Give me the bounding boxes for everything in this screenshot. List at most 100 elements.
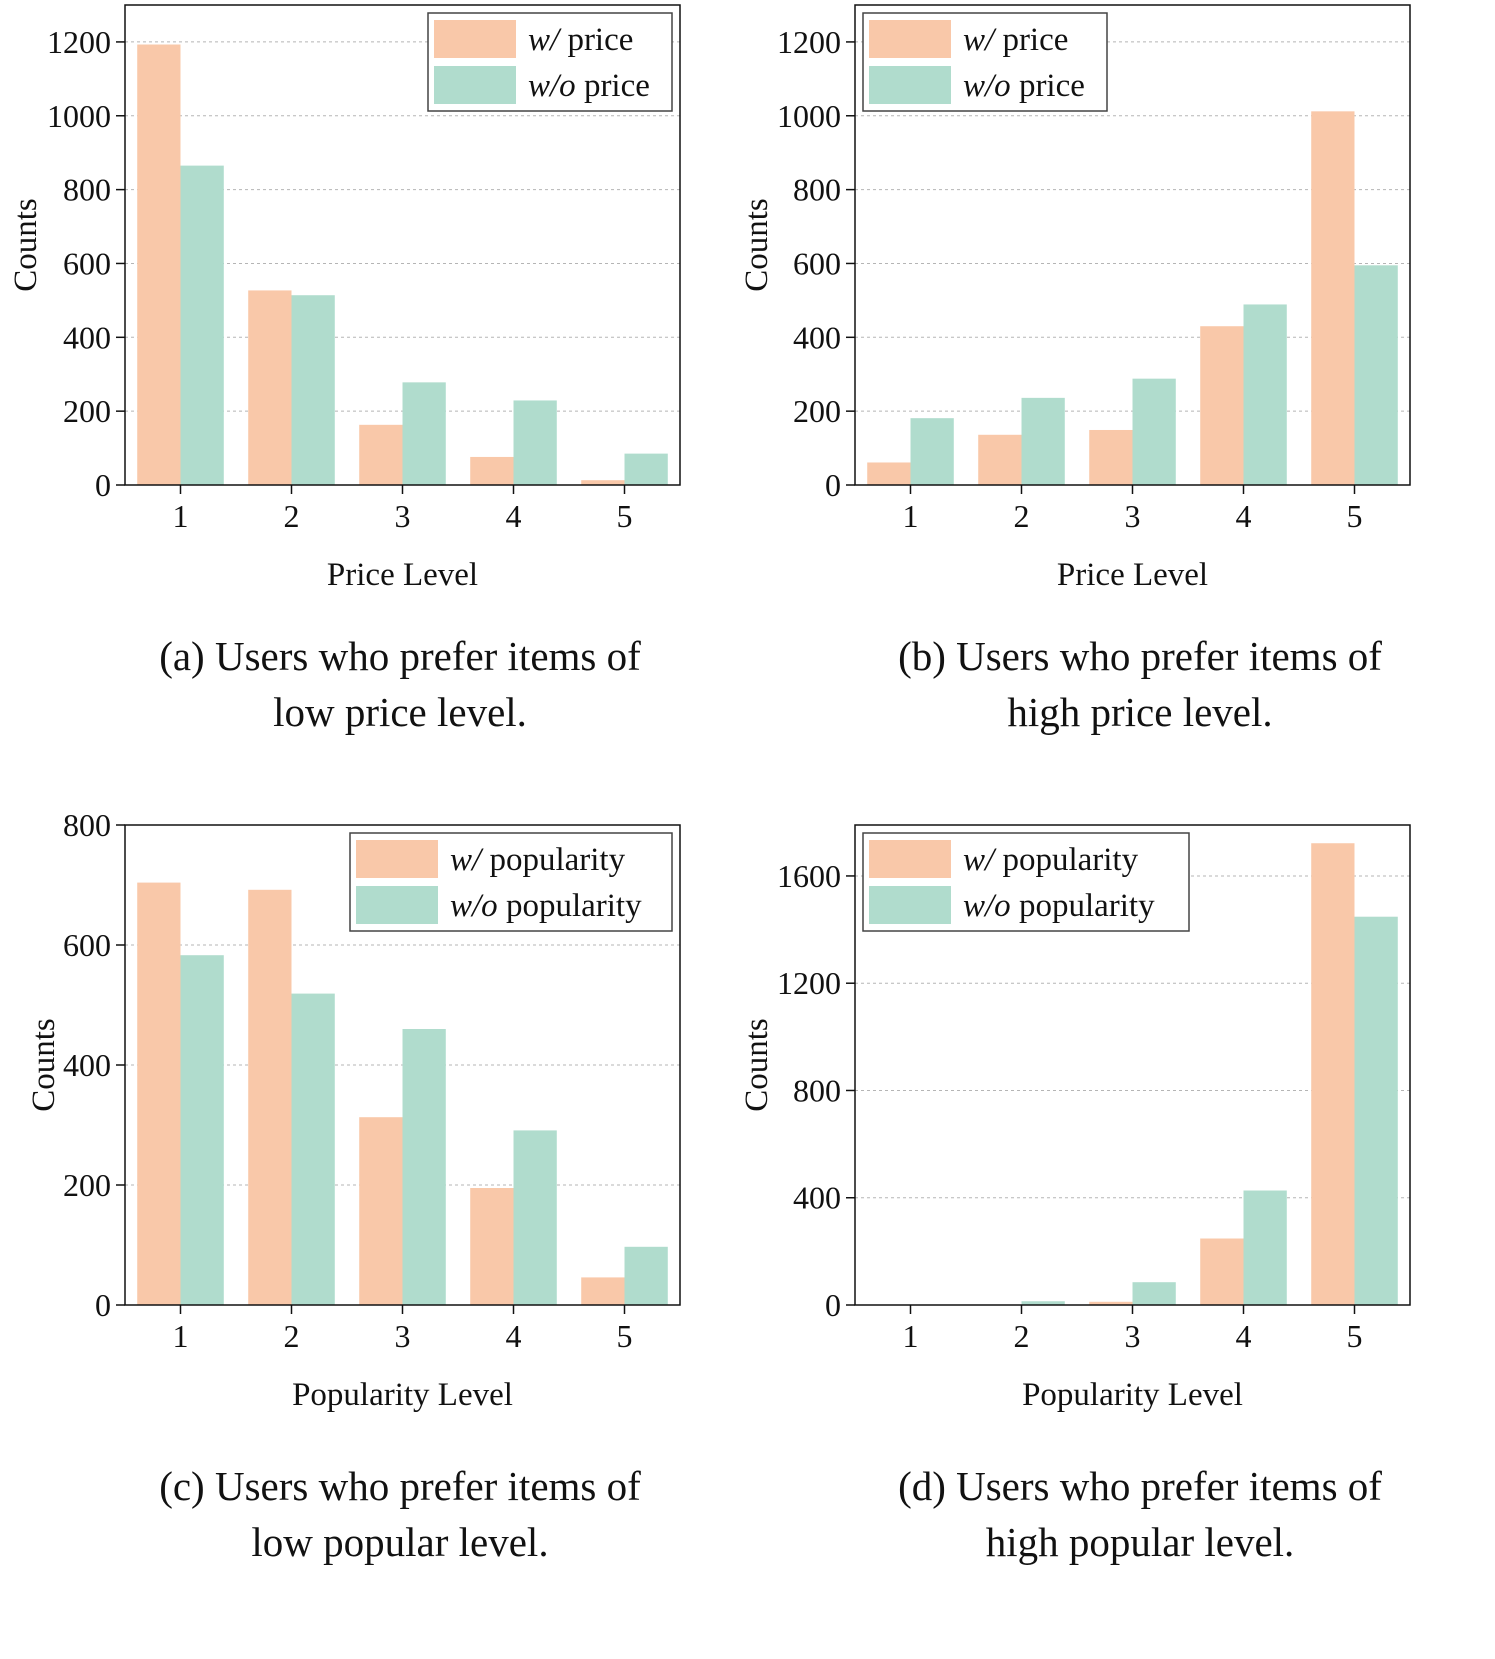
chart-c-legend-label-with: w/ popularity [450,842,626,878]
chart-b-bar-without-4 [1243,304,1287,485]
chart-a-legend: w/ price w/o price [427,12,673,112]
chart-a-legend-label-without: w/o price [528,68,650,104]
chart-d-frame [854,824,1411,1306]
chart-a-ytick-label: 200 [63,393,111,429]
chart-c-xlabel: Popularity Level [292,1377,513,1413]
chart-a-xtick-label: 5 [617,498,633,534]
chart-a-ytick-label: 800 [63,172,111,208]
caption-b: (b) Users who prefer items of high price… [780,628,1495,740]
chart-d-bar-without-4 [1243,1190,1287,1305]
chart-a-bar-without-1 [180,165,224,485]
chart-a-ytick-label: 0 [95,467,111,503]
chart-c-ytick-label: 400 [63,1047,111,1083]
chart-c-bar-with-3 [359,1117,403,1305]
chart-b-xtick-label: 5 [1347,498,1363,534]
chart-d-ytick-label: 400 [793,1180,841,1216]
chart-c-bar-without-5 [624,1246,668,1305]
chart-c-legend-label-without: w/o popularity [450,888,642,924]
chart-c-ytick-label: 200 [63,1167,111,1203]
panel-c: 0 200 400 600 800 1 2 3 4 5 Popularity Level Counts… [0,807,740,1440]
chart-c-bar-without-1 [180,955,224,1305]
chart-d-bar-without-5 [1354,916,1398,1305]
chart-a-bar-with-4 [470,456,514,485]
chart-d-bar-without-2 [1021,1301,1065,1305]
panel-a: 0 200 400 600 800 1000 1200 1 2 3 4 5 Price Level Cou… [0,0,740,620]
chart-b-legend-swatch-with [869,20,951,58]
chart-d-ytick-label: 0 [825,1287,841,1323]
chart-c-legend-swatch-with [356,840,438,878]
chart-d-bar-with-5 [1311,843,1355,1305]
chart-a-bar-without-4 [513,400,557,485]
chart-c-bar-without-3 [402,1029,446,1305]
chart-b-legend-label-without: w/o price [963,68,1085,104]
chart-c-xtick-label: 1 [173,1318,189,1354]
caption-a: (a) Users who prefer items of low price … [40,628,760,740]
chart-c-xtick-label: 4 [506,1318,522,1354]
chart-b-ytick-label: 1000 [777,98,841,134]
chart-c-ytick-label: 600 [63,927,111,963]
chart-a-bar-with-1 [137,44,181,485]
chart-c-legend-swatch-without [356,886,438,924]
chart-b-bar-with-4 [1200,326,1244,485]
chart-d-ytick-label: 800 [793,1072,841,1108]
chart-b-ylabel: Counts [739,198,775,292]
chart-b-svg: 0 200 400 600 800 1000 1200 1 2 3 4 5 Price Level Cou… [739,4,1411,593]
chart-a-bar-with-5 [581,480,625,485]
chart-a-xlabel: Price Level [327,557,478,593]
chart-c-svg: 0 200 400 600 800 1 2 3 4 5 Popularity Level Counts… [26,807,681,1413]
caption-d-line-1: (d) Users who prefer items of [898,1463,1382,1509]
chart-b-bar-with-1 [867,462,911,485]
chart-d-xtick-label: 1 [903,1318,919,1354]
chart-b-bar-with-5 [1311,111,1355,485]
chart-c-ylabel: Counts [26,1018,62,1112]
chart-c-ytick-label: 0 [95,1287,111,1323]
chart-a-legend-label-with: w/ price [528,22,633,58]
chart-c-frame [124,824,681,1306]
chart-b-xtick-label: 4 [1236,498,1252,534]
chart-b-bar-with-3 [1089,429,1133,485]
chart-d-bar-with-4 [1200,1238,1244,1305]
chart-d-xtick-label: 4 [1236,1318,1252,1354]
chart-b-bar-without-1 [910,418,954,485]
chart-a-bar-without-2 [291,295,335,485]
chart-b-xtick-label: 2 [1014,498,1030,534]
chart-a-bar-without-5 [624,453,668,485]
chart-b-bar-without-3 [1132,378,1176,485]
caption-c-line-2: low popular level. [251,1519,549,1565]
chart-c-bar-with-2 [248,889,292,1305]
chart-b-ytick-label: 1200 [777,24,841,60]
chart-c-bar-without-4 [513,1130,557,1305]
chart-d-legend-swatch-without [869,886,951,924]
chart-b-xtick-label: 3 [1125,498,1141,534]
panel-b: 0 200 400 600 800 1000 1200 1 2 3 4 5 Price Level Cou… [739,0,1495,620]
chart-d-xtick-label: 5 [1347,1318,1363,1354]
chart-c-bar-without-2 [291,993,335,1305]
chart-a-xtick-label: 1 [173,498,189,534]
chart-b-bar-without-5 [1354,265,1398,485]
chart-c-ytick-label: 800 [63,807,111,843]
caption-d-line-2: high popular level. [985,1519,1295,1565]
caption-a-line-2: low price level. [273,689,527,735]
chart-b-legend-swatch-without [869,66,951,104]
chart-b-xtick-label: 1 [903,498,919,534]
chart-a-xtick-label: 3 [395,498,411,534]
chart-b-legend: w/ price w/o price [862,12,1108,112]
chart-a-bar-with-3 [359,424,403,485]
chart-a-ylabel: Counts [8,198,44,292]
chart-c-xtick-label: 5 [617,1318,633,1354]
chart-a-svg: 0 200 400 600 800 1000 1200 1 2 3 4 5 Price Level Cou… [8,4,681,593]
caption-c-line-1: (c) Users who prefer items of [159,1463,641,1509]
chart-d-svg: 0 400 800 1200 1600 1 2 3 4 5 Popularity Level Coun… [739,824,1411,1413]
chart-d-ytick-label: 1600 [777,858,841,894]
caption-a-line-1: (a) Users who prefer items of [159,633,641,679]
caption-b-line-1: (b) Users who prefer items of [898,633,1382,679]
chart-a-bar-with-2 [248,290,292,485]
chart-b-legend-label-with: w/ price [963,22,1068,58]
chart-b-ytick-label: 600 [793,245,841,281]
chart-b-bar-with-2 [978,434,1022,485]
chart-a-xtick-label: 2 [284,498,300,534]
chart-d-ytick-label: 1200 [777,965,841,1001]
chart-b-ytick-label: 0 [825,467,841,503]
chart-d-xtick-label: 2 [1014,1318,1030,1354]
